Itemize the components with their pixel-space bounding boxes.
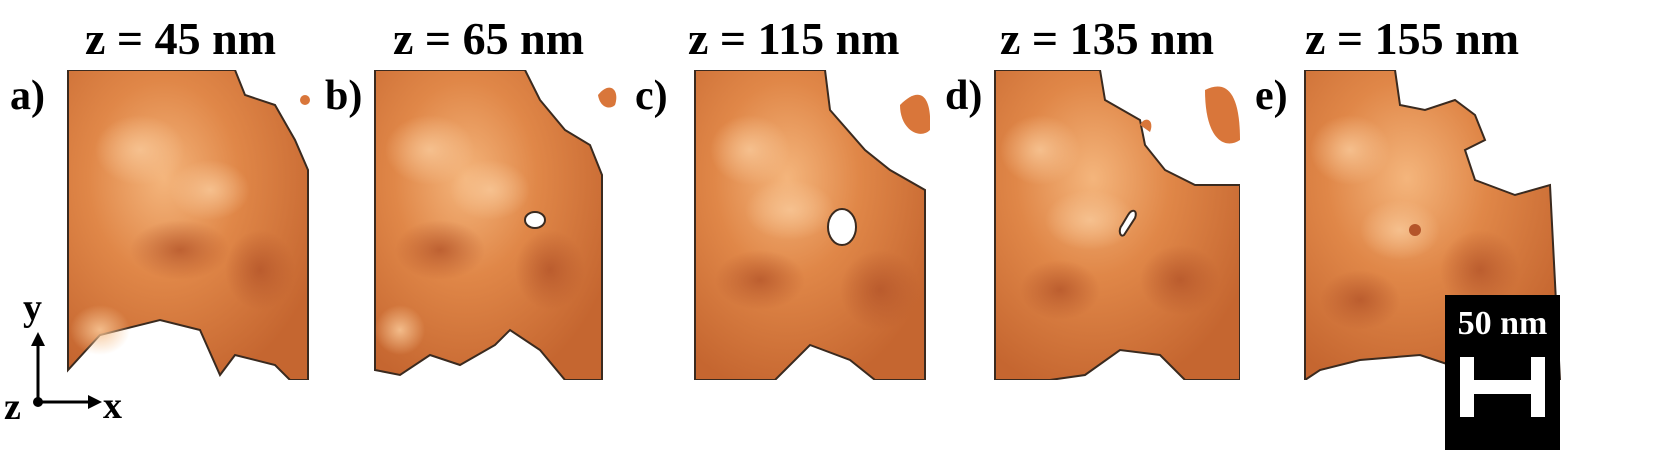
panel-c-title: z = 115 nm: [688, 13, 900, 64]
panel-e-label: e): [1255, 73, 1288, 119]
panel-c-label: c): [635, 73, 668, 119]
axis-y-label: y: [23, 287, 42, 329]
panel-a-title: z = 45 nm: [85, 13, 277, 64]
panel-a-image: [67, 70, 310, 380]
panel-d-image: [994, 70, 1240, 380]
axes-indicator: [31, 332, 102, 409]
panel-e-title: z = 155 nm: [1305, 13, 1520, 64]
panel-c-image: [694, 70, 930, 380]
panel-b-title: z = 65 nm: [393, 13, 585, 64]
panel-b-image: [374, 70, 617, 380]
scale-bar-label: 50 nm: [1457, 305, 1548, 342]
scale-bar-marker: [1460, 357, 1545, 417]
scale-bar: 50 nm: [1445, 295, 1560, 450]
panel-a-label: a): [10, 73, 45, 119]
panel-d-label: d): [945, 73, 983, 119]
axis-x-label: x: [103, 385, 122, 427]
axis-z-label: z: [4, 386, 21, 428]
panel-d-title: z = 135 nm: [1000, 13, 1215, 64]
panel-b-label: b): [325, 73, 363, 119]
